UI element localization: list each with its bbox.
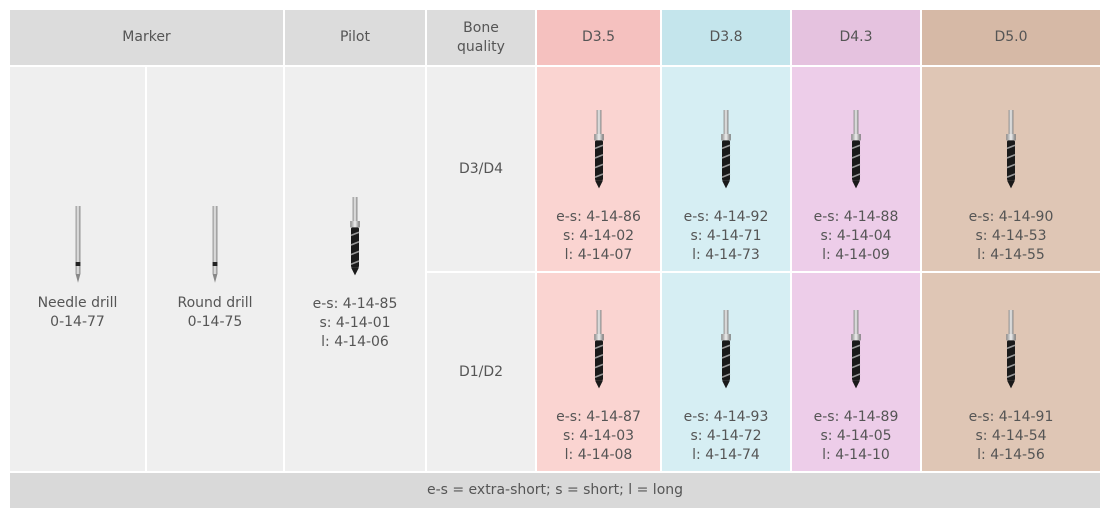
cell-text: s: 4-14-02 [562, 228, 635, 245]
cell-text: s: 4-14-04 [820, 228, 892, 245]
header-text: Bone quality [457, 19, 505, 55]
cell-text: l: 4-14-55 [977, 247, 1045, 264]
drill-icon [714, 100, 738, 200]
drill-icon [714, 300, 738, 400]
drill-cell: e-s: 4-14-87 s: 4-14-03 l: 4-14-08 [535, 271, 662, 474]
row: D1/D2 e-s: 4-14-87 s: 4-14-03 l: 4-14-08 e… [9, 271, 1102, 474]
cell-text: s: 4-14-71 [690, 228, 762, 245]
marker-cell: Round drill 0-14-75 [145, 65, 285, 474]
drill-cell: e-s: 4-14-86 s: 4-14-02 l: 4-14-07 [535, 65, 662, 274]
drill-cell: e-s: 4-14-91 s: 4-14-54 l: 4-14-56 [920, 271, 1102, 474]
cell-text: e-s: 4-14-93 [683, 409, 769, 426]
cell-text: Needle drill [37, 295, 118, 312]
marker-cell: Needle drill 0-14-77 [8, 65, 147, 474]
drill-cell: e-s: 4-14-90 s: 4-14-53 l: 4-14-55 [920, 65, 1102, 274]
cell-text: 0-14-75 [187, 314, 243, 331]
header-cell: D4.3 [790, 7, 922, 68]
cell-text: Round drill [177, 295, 253, 312]
cell-text: e-s: 4-14-88 [813, 209, 899, 226]
cell-text: l: 4-14-08 [564, 447, 633, 464]
drill-cell: e-s: 4-14-89 s: 4-14-05 l: 4-14-10 [790, 271, 922, 474]
drill-icon [66, 206, 90, 286]
drill-icon [587, 100, 611, 200]
drill-icon [999, 100, 1023, 200]
cell-text: s: 4-14-05 [820, 428, 892, 445]
cell-text: l: 4-14-73 [692, 247, 760, 264]
cell-text: e-s: 4-14-90 [968, 209, 1054, 226]
header-cell: Bone quality [425, 7, 537, 68]
drill-cell: e-s: 4-14-92 s: 4-14-71 l: 4-14-73 [660, 65, 792, 274]
drill-icon [343, 187, 367, 287]
header-cell: D5.0 [920, 7, 1102, 68]
bone-cell: D3/D4 [425, 65, 537, 274]
cell-text: e-s: 4-14-92 [683, 209, 769, 226]
cell-text: l: 4-14-07 [564, 247, 633, 264]
cell-text: l: 4-14-74 [692, 447, 760, 464]
cell-text: l: 4-14-06 [321, 333, 389, 350]
drill-table: Marker Pilot Bone quality D3.5 D3.8 D4.3… [8, 7, 1102, 510]
cell-text: l: 4-14-56 [977, 447, 1045, 464]
cell-text: e-s: 4-14-91 [968, 409, 1054, 426]
cell-text: s: 4-14-72 [690, 428, 762, 445]
drill-cell: e-s: 4-14-88 s: 4-14-04 l: 4-14-09 [790, 65, 922, 274]
cell-text: s: 4-14-54 [975, 428, 1047, 445]
cell-text: s: 4-14-03 [562, 428, 635, 445]
cell-text: l: 4-14-10 [822, 447, 890, 464]
cell-text: e-s: 4-14-86 [556, 209, 641, 226]
drill-icon [999, 300, 1023, 400]
cell-text: 0-14-77 [50, 314, 105, 331]
pilot-cell: e-s: 4-14-85 s: 4-14-01 l: 4-14-06 [283, 65, 427, 474]
drill-icon [844, 300, 868, 400]
drill-icon [844, 100, 868, 200]
header-cell: Pilot [283, 7, 427, 68]
footer-note: e-s = extra-short; s = short; l = long [8, 471, 1102, 510]
drill-icon [203, 206, 227, 286]
cell-text: s: 4-14-53 [975, 228, 1047, 245]
header-row: Marker Pilot Bone quality D3.5 D3.8 D4.3… [8, 7, 1102, 68]
cell-text: l: 4-14-09 [822, 247, 890, 264]
header-cell: D3.8 [660, 7, 792, 68]
cell-text: e-s: 4-14-85 [312, 295, 398, 312]
header-cell: D3.5 [535, 7, 662, 68]
cell-text: e-s: 4-14-89 [813, 409, 899, 426]
row: Needle drill 0-14-77 Round drill 0-14-75 e… [8, 65, 1102, 474]
header-cell: Marker [8, 7, 285, 68]
drill-icon [587, 300, 611, 400]
bone-cell: D1/D2 [425, 271, 537, 474]
drill-cell: e-s: 4-14-93 s: 4-14-72 l: 4-14-74 [660, 271, 792, 474]
cell-text: e-s: 4-14-87 [556, 409, 641, 426]
cell-text: s: 4-14-01 [319, 314, 391, 331]
footer-row: e-s = extra-short; s = short; l = long [8, 471, 1102, 510]
